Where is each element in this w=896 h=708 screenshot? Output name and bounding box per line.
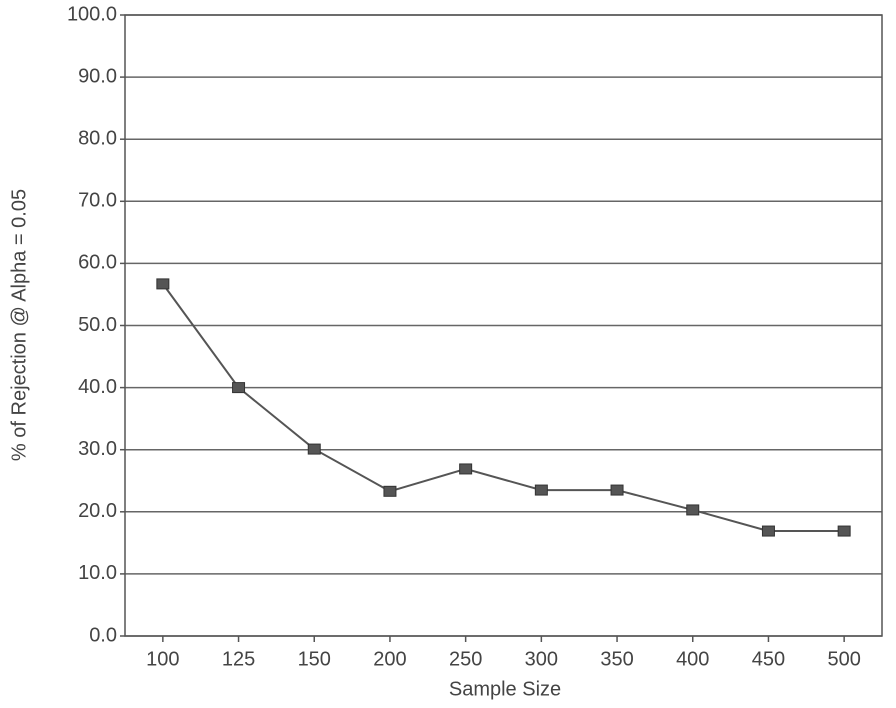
marker (459, 463, 473, 475)
x-tick-label: 450 (752, 648, 785, 670)
marker (610, 484, 624, 496)
x-tick-label: 350 (600, 648, 633, 670)
x-tick-label: 150 (298, 648, 331, 670)
y-tick-label: 40.0 (78, 376, 117, 398)
y-tick-label: 50.0 (78, 314, 117, 336)
x-axis-label: Sample Size (449, 678, 561, 700)
y-tick-label: 30.0 (78, 438, 117, 460)
marker (534, 484, 548, 496)
y-tick-label: 60.0 (78, 252, 117, 274)
y-tick-label: 20.0 (78, 500, 117, 522)
x-tick-label: 200 (373, 648, 406, 670)
plot-frame (124, 14, 883, 637)
x-tick-label: 125 (222, 648, 255, 670)
y-tick-label: 0.0 (89, 624, 117, 646)
marker (307, 443, 321, 455)
x-tick-label: 300 (525, 648, 558, 670)
y-tick-label: 10.0 (78, 562, 117, 584)
marker (156, 278, 170, 290)
y-tick-label: 70.0 (78, 190, 117, 212)
marker (761, 525, 775, 537)
x-tick-label: 400 (676, 648, 709, 670)
x-tick-label: 250 (449, 648, 482, 670)
y-tick-label: 80.0 (78, 127, 117, 149)
marker (383, 485, 397, 497)
marker (686, 504, 700, 516)
x-tick-label: 500 (827, 648, 860, 670)
series-line (162, 283, 845, 533)
x-tick-label: 100 (146, 648, 179, 670)
y-tick-label: 90.0 (78, 65, 117, 87)
y-tick-label: 100.0 (67, 3, 117, 25)
y-axis-label: % of Rejection @ Alpha = 0.05 (8, 189, 30, 461)
marker (837, 525, 851, 537)
marker (232, 382, 246, 394)
